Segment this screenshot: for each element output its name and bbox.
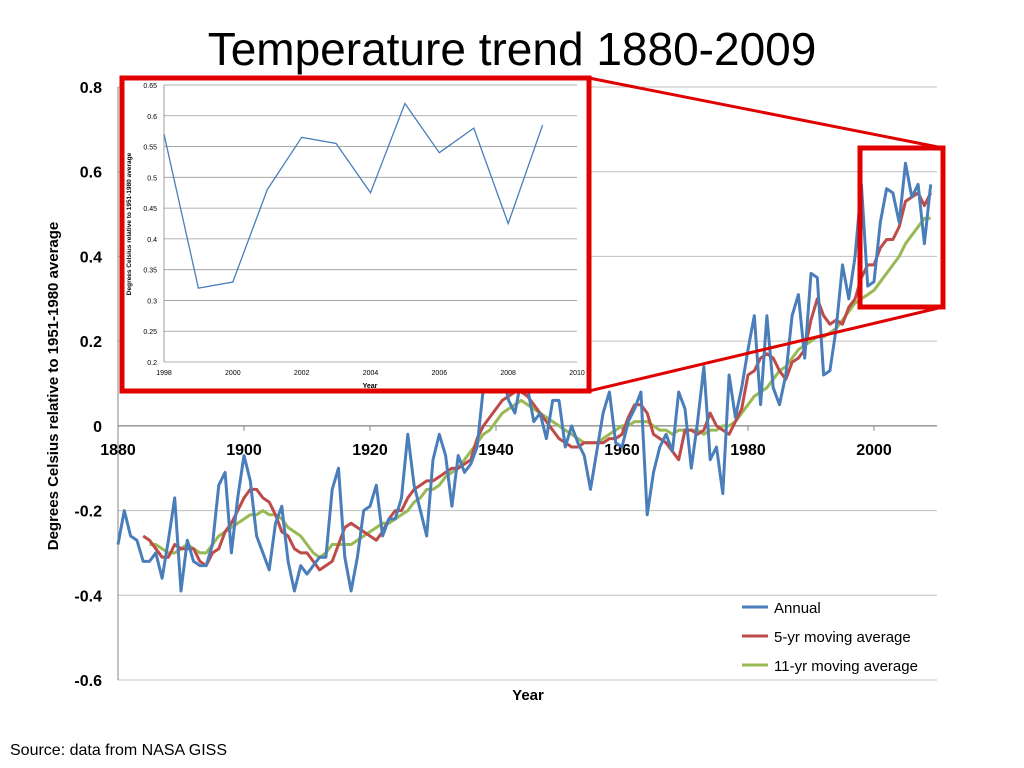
main-x-tick-label: 1880 [100,442,136,459]
inset-series-lines [163,102,544,289]
inset-y-tick-label: 0.65 [143,83,157,90]
main-x-axis-label: Year [512,687,544,704]
inset-annual-line [163,102,544,289]
main-y-tick-label: 0.2 [80,334,102,351]
inset-y-tick-label: 0.6 [147,114,157,121]
inset-y-tick-label: 0.25 [143,329,157,336]
main-y-tick-label: 0.8 [80,80,102,97]
main-x-tick-label: 1960 [604,442,640,459]
inset-background [124,80,587,391]
inset-x-tick-labels: 1998 2000 2002 2004 2006 2008 2010 [156,370,585,377]
inset-y-tick-labels: 0.2 0.25 0.3 0.35 0.4 0.45 0.5 0.55 0.6 0.65 [143,83,157,367]
main-x-tick-label: 1900 [226,442,262,459]
inset-y-tick-label: 0.55 [143,145,157,152]
zoom-box [857,145,946,310]
legend-label: 5-yr moving average [774,629,911,646]
main-x-tick-label: 1940 [478,442,514,459]
main-x-tick-labels: 1880 1900 1920 1940 1960 1980 2000 [100,425,892,459]
source-note: Source: data from NASA GISS [10,742,227,759]
inset-y-tick-label: 0.3 [147,298,157,305]
inset-y-tick-label: 0.35 [143,268,157,275]
main-y-tick-label: -0.4 [74,588,102,605]
inset-frame [119,75,592,394]
inset-x-tick-label: 2008 [500,370,516,377]
main-y-tick-labels: -0.6 -0.4 -0.2 0 0.2 0.4 0.6 0.8 [74,80,102,690]
inset-x-tick-label: 2004 [363,370,379,377]
legend-label: Annual [774,600,821,617]
main-y-tick-label: 0 [93,419,102,436]
main-y-tick-label: -0.2 [74,504,102,521]
inset-x-tick-label: 2006 [432,370,448,377]
main-y-tick-label: -0.6 [74,673,102,690]
main-x-tick-label: 1980 [730,442,766,459]
inset-y-tick-label: 0.5 [147,175,157,182]
slide-title: Temperature trend 1880-2009 [207,23,817,75]
main-y-tick-label: 0.4 [80,249,102,266]
main-y-tick-label: 0.6 [80,165,102,182]
inset-y-tick-label: 0.4 [147,237,157,244]
legend: Annual 5-yr moving average 11-yr moving av… [742,600,918,675]
legend-label: 11-yr moving average [774,658,918,675]
main-x-tick-label: 2000 [856,442,892,459]
inset-y-tick-label: 0.45 [143,206,157,213]
series-line-5-yr-moving-average [142,191,933,572]
inset-x-axis-label: Year [363,383,378,390]
main-x-tick-label: 1920 [352,442,388,459]
main-y-axis-label: Degrees Celsius relative to 1951-1980 av… [45,222,62,551]
inset-x-tick-label: 2002 [294,370,310,377]
inset-y-tick-label: 0.2 [147,360,157,367]
inset-x-tick-label: 2010 [569,370,585,377]
inset-x-tick-label: 1998 [156,370,172,377]
inset-y-axis-label: Degrees Celsius relative to 1951-1980 av… [126,152,133,295]
inset-x-tick-label: 2000 [225,370,241,377]
inset-gridlines [163,84,577,363]
